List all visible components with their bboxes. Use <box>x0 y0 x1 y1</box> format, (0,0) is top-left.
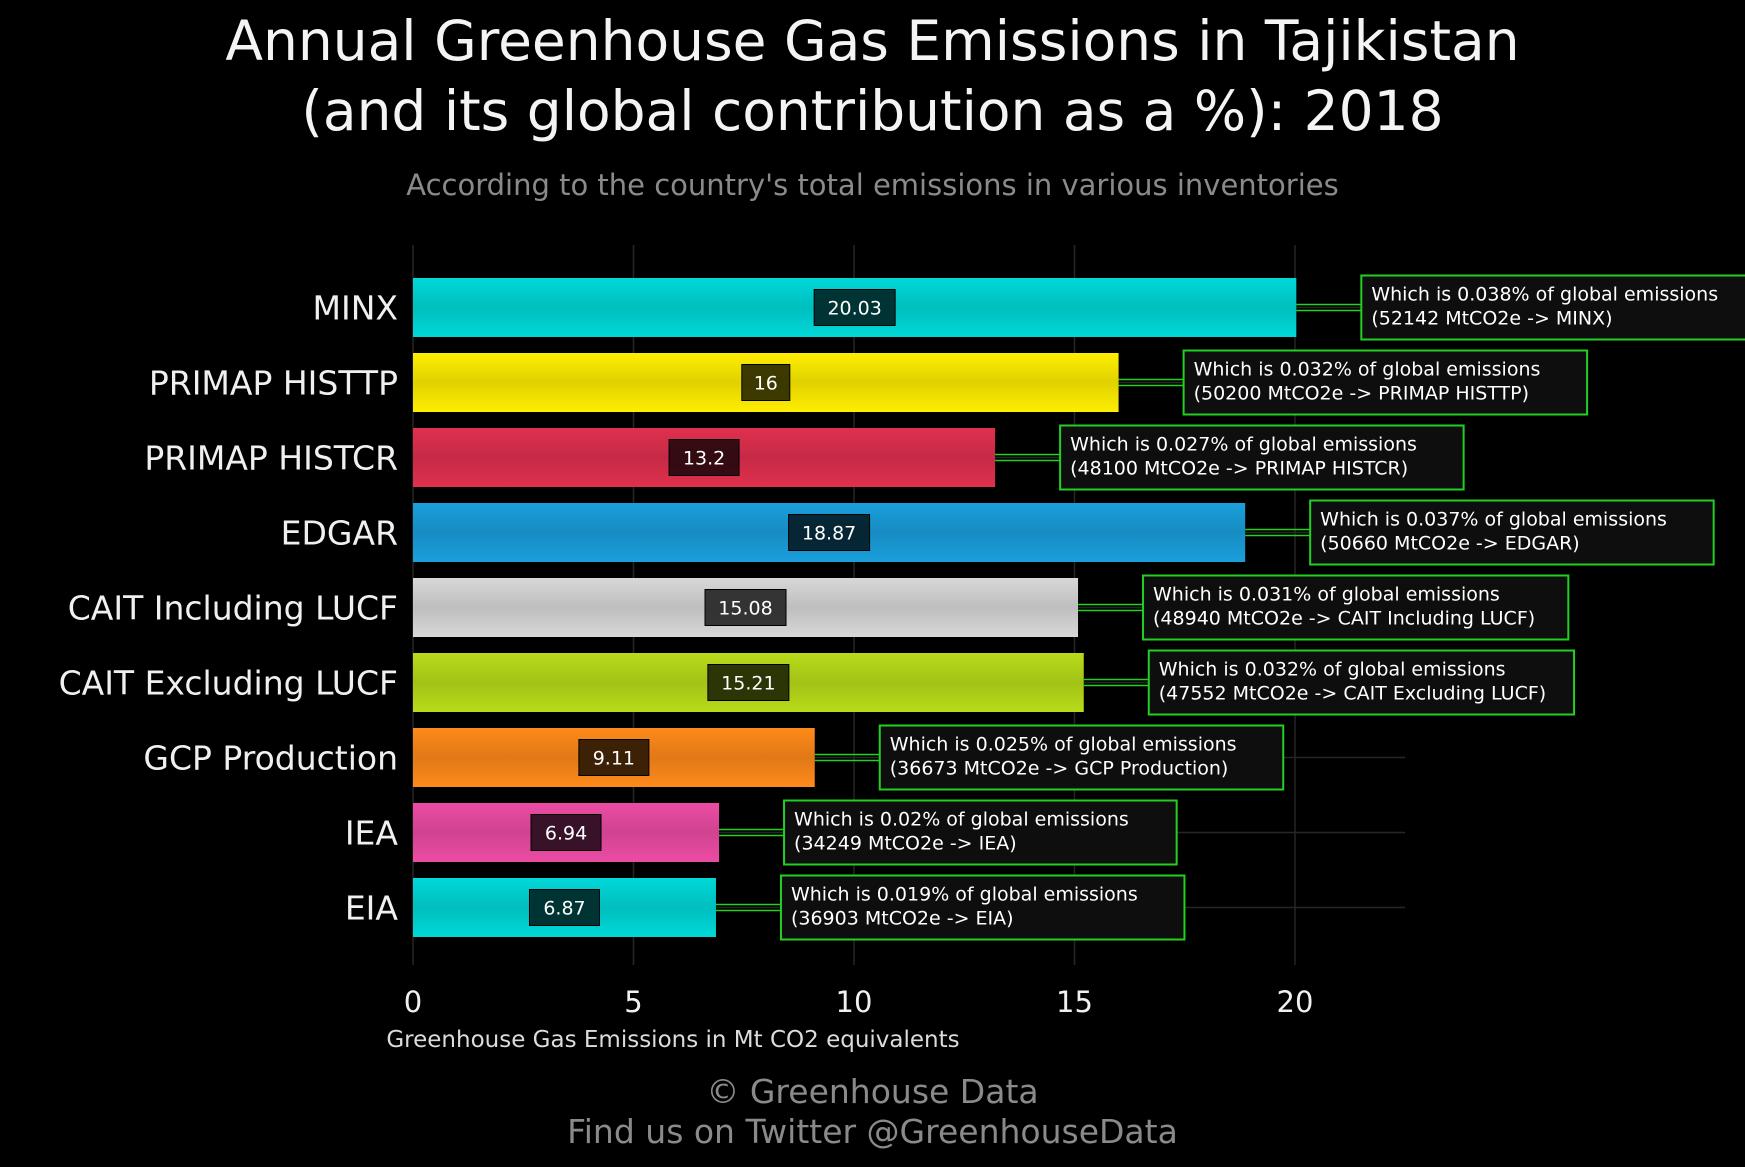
value-label: 18.87 <box>802 523 856 545</box>
bar-group-2: PRIMAP HISTCR 13.2 Which is 0.027% of glob… <box>144 424 1465 491</box>
annotation-line1: Which is 0.038% of global emissions <box>1371 284 1718 306</box>
annotation-line2: (34249 MtCO2e -> IEA) <box>794 833 1017 855</box>
value-label: 6.94 <box>545 823 587 845</box>
annotation-box <box>779 874 1186 941</box>
x-tick-label: 15 <box>1056 985 1093 1019</box>
value-label: 15.08 <box>718 598 772 620</box>
annotation-box <box>1142 574 1570 641</box>
x-tick-label: 0 <box>404 985 422 1019</box>
annotation-line1: Which is 0.019% of global emissions <box>791 884 1138 906</box>
chart-title: Annual Greenhouse Gas Emissions in Tajik… <box>0 6 1745 146</box>
annotation-line1: Which is 0.025% of global emissions <box>890 734 1237 756</box>
annotation-box <box>1309 499 1715 566</box>
annotation-line1: Which is 0.037% of global emissions <box>1320 509 1667 531</box>
category-label: EDGAR <box>281 514 398 553</box>
value-label: 15.21 <box>721 673 775 695</box>
value-label-box <box>530 814 602 851</box>
annotation-box <box>1360 274 1745 341</box>
caption: © Greenhouse Data Find us on Twitter @Gr… <box>0 1072 1745 1152</box>
bar-group-8: EIA 6.87 Which is 0.019% of global emissio… <box>345 874 1186 941</box>
value-label-box <box>578 739 650 776</box>
value-label-box <box>707 664 790 701</box>
annotation-line2: (48940 MtCO2e -> CAIT Including LUCF) <box>1153 608 1535 630</box>
x-tick-label: 20 <box>1277 985 1314 1019</box>
category-label: GCP Production <box>143 739 398 778</box>
chart-subtitle: According to the country's total emissio… <box>406 168 1339 202</box>
caption-twitter: Find us on Twitter @GreenhouseData <box>567 1112 1178 1151</box>
bar-group-1: PRIMAP HISTTP 16 Which is 0.032% of global… <box>149 349 1589 416</box>
annotation-box <box>1059 424 1465 491</box>
bar-group-6: GCP Production 9.11 Which is 0.025% of glo… <box>143 724 1285 791</box>
category-label: CAIT Including LUCF <box>68 589 398 628</box>
value-label: 13.2 <box>683 448 725 470</box>
bar-group-7: IEA 6.94 Which is 0.02% of global emission… <box>345 799 1178 866</box>
bar-group-3: EDGAR 18.87 Which is 0.037% of global emis… <box>281 499 1715 566</box>
x-tick-label: 10 <box>836 985 873 1019</box>
x-axis-title: Greenhouse Gas Emissions in Mt CO2 equiv… <box>386 1027 959 1053</box>
annotation-line2: (47552 MtCO2e -> CAIT Excluding LUCF) <box>1159 683 1546 705</box>
bar-group-4: CAIT Including LUCF 15.08 Which is 0.031% … <box>68 574 1570 641</box>
value-label: 20.03 <box>827 298 881 320</box>
chart-title-line2: (and its global contribution as a %): 20… <box>301 79 1444 143</box>
annotation-box <box>783 799 1178 866</box>
annotation-line1: Which is 0.032% of global emissions <box>1159 659 1506 681</box>
caption-copyright: © Greenhouse Data <box>706 1072 1039 1111</box>
category-label: EIA <box>345 889 399 928</box>
category-label: PRIMAP HISTTP <box>149 364 398 403</box>
annotation-line1: Which is 0.027% of global emissions <box>1070 434 1417 456</box>
annotation-line2: (52142 MtCO2e -> MINX) <box>1371 308 1612 330</box>
annotation-line2: (36673 MtCO2e -> GCP Production) <box>890 758 1229 780</box>
value-label: 9.11 <box>593 748 635 770</box>
x-tick-label: 5 <box>624 985 642 1019</box>
annotation-line2: (50200 MtCO2e -> PRIMAP HISTTP) <box>1194 383 1529 405</box>
bar-group-5: CAIT Excluding LUCF 15.21 Which is 0.032% … <box>59 649 1576 716</box>
value-label-box <box>813 289 896 326</box>
annotation-line1: Which is 0.031% of global emissions <box>1153 584 1500 606</box>
annotation-line2: (50660 MtCO2e -> EDGAR) <box>1320 533 1580 555</box>
annotation-line1: Which is 0.02% of global emissions <box>794 809 1129 831</box>
x-axis: 0 5 10 15 20 <box>404 985 1314 1019</box>
annotation-box <box>1147 649 1576 716</box>
value-label: 16 <box>754 373 778 395</box>
category-label: IEA <box>345 814 399 853</box>
bars: MINX 20.03 Which is 0.038% of global emiss… <box>59 274 1745 941</box>
category-label: CAIT Excluding LUCF <box>59 664 398 703</box>
annotation-line2: (36903 MtCO2e -> EIA) <box>791 908 1014 930</box>
value-label-box <box>788 514 871 551</box>
value-label-box <box>704 589 787 626</box>
annotation-line1: Which is 0.032% of global emissions <box>1194 359 1541 381</box>
category-label: MINX <box>313 289 399 328</box>
value-label-box <box>741 364 791 401</box>
category-label: PRIMAP HISTCR <box>144 439 398 478</box>
value-label-box <box>528 889 600 926</box>
annotation-box <box>878 724 1285 791</box>
annotation-box <box>1182 349 1589 416</box>
bar-group-0: MINX 20.03 Which is 0.038% of global emiss… <box>313 274 1745 341</box>
annotation-line2: (48100 MtCO2e -> PRIMAP HISTCR) <box>1070 458 1408 480</box>
value-label: 6.87 <box>543 898 585 920</box>
chart-title-line1: Annual Greenhouse Gas Emissions in Tajik… <box>225 9 1520 73</box>
value-label-box <box>668 439 740 476</box>
